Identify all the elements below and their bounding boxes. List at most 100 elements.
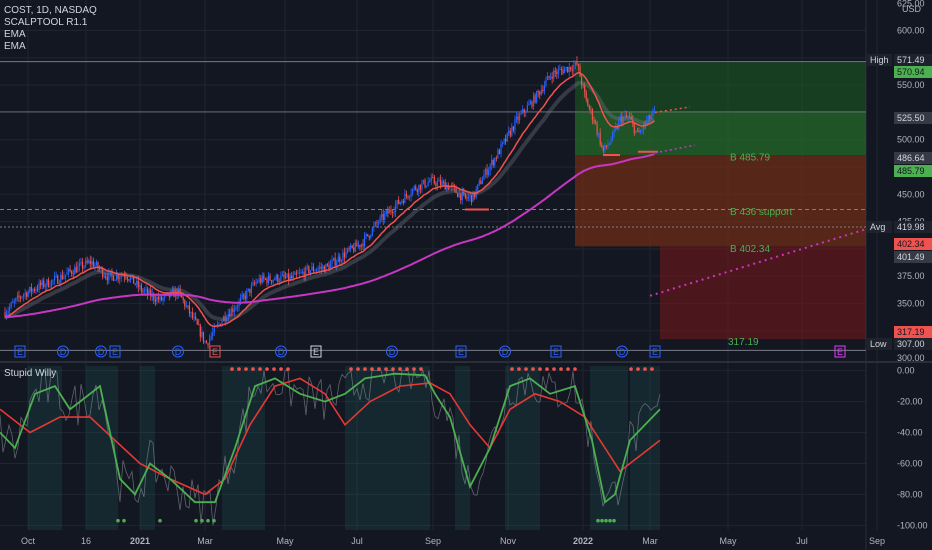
candle	[306, 266, 308, 268]
candle	[236, 306, 239, 308]
x-tick-label: 2022	[573, 536, 593, 546]
y-tick-label: 625.00	[897, 0, 925, 8]
candle	[646, 120, 648, 125]
candle	[150, 289, 152, 297]
legend-symbol[interactable]: COST, 1D, NASDAQ	[4, 5, 97, 16]
candle	[356, 242, 358, 247]
event-marker[interactable]: D	[499, 345, 511, 358]
x-tick-label: May	[276, 536, 294, 546]
candle	[41, 280, 43, 286]
candle	[515, 116, 518, 120]
event-marker[interactable]: E	[310, 345, 322, 358]
candle	[229, 313, 231, 317]
candle	[622, 117, 625, 124]
candle	[382, 214, 384, 220]
candle	[179, 288, 181, 294]
event-marker[interactable]: D	[95, 345, 107, 358]
oscillator-dot	[212, 518, 216, 523]
event-marker[interactable]: D	[386, 345, 398, 358]
event-marker[interactable]: E	[834, 345, 846, 358]
event-marker[interactable]: E	[14, 345, 26, 358]
candle	[463, 191, 465, 194]
candle	[612, 132, 614, 141]
event-marker[interactable]: D	[616, 345, 628, 358]
candle	[427, 182, 429, 186]
subpanel-title[interactable]: Stupid Willy	[4, 368, 57, 379]
projection-line	[649, 228, 867, 297]
candle	[103, 276, 105, 278]
candle	[532, 95, 535, 107]
candle	[289, 276, 291, 281]
event-marker[interactable]: D	[57, 345, 69, 358]
event-marker[interactable]: E	[550, 345, 562, 358]
oscillator-dot	[608, 518, 612, 523]
candle	[652, 110, 654, 116]
candle	[222, 316, 225, 322]
candle	[501, 142, 504, 145]
candle	[455, 187, 457, 194]
candle	[292, 274, 294, 278]
oscillator-dot	[244, 367, 248, 371]
candle	[599, 133, 601, 145]
candle	[563, 68, 566, 74]
candle	[278, 281, 280, 283]
event-marker-label: E	[652, 347, 658, 357]
price-tag-label-box	[866, 221, 892, 233]
candle	[494, 157, 496, 166]
candle	[478, 180, 480, 185]
legend-indicator-ema-1[interactable]: EMA	[4, 29, 26, 40]
legend-indicator-scalptool[interactable]: SCALPTOOL R1.1	[4, 17, 88, 28]
candle	[424, 179, 426, 187]
event-marker[interactable]: E	[109, 345, 121, 358]
candle	[47, 279, 49, 287]
candle	[556, 72, 558, 74]
event-marker-label: D	[98, 347, 105, 357]
event-marker[interactable]: E	[649, 345, 661, 358]
event-marker[interactable]: D	[275, 345, 287, 358]
candle	[550, 76, 552, 78]
candle	[601, 144, 603, 146]
candle	[9, 307, 11, 311]
projection-line	[654, 144, 696, 154]
price-lines	[0, 61, 866, 351]
candle	[350, 245, 352, 250]
event-marker[interactable]: D	[172, 345, 184, 358]
event-marker[interactable]: E	[209, 345, 221, 358]
candle	[195, 316, 197, 320]
candle	[36, 289, 39, 291]
candle	[309, 270, 311, 273]
legend-indicator-ema-2[interactable]: EMA	[4, 41, 26, 52]
price-tags: 571.49 High 570.94 525.50 486.64 485.79 419.98…	[866, 54, 932, 350]
candle	[525, 112, 527, 113]
oscillator-dot	[517, 367, 521, 371]
event-marker-circle	[616, 345, 628, 358]
candle	[312, 266, 315, 272]
oscillator-raw-line	[0, 369, 661, 526]
price-tag-value: 419.98	[897, 222, 925, 232]
candle	[122, 275, 124, 277]
candle	[235, 307, 237, 310]
candle	[164, 294, 166, 298]
candle	[368, 235, 370, 238]
candle	[272, 279, 274, 283]
candle	[447, 185, 449, 190]
candle	[67, 268, 70, 273]
candle	[201, 331, 203, 337]
x-tick-label: Mar	[197, 536, 213, 546]
price-tag-label-box	[866, 54, 892, 66]
stupid-willy-oscillator	[0, 366, 661, 530]
oscillator-dot	[265, 367, 269, 371]
candle	[596, 122, 598, 134]
candle	[467, 196, 470, 199]
candle	[60, 274, 62, 283]
projection-line	[654, 106, 691, 114]
event-marker[interactable]: E	[455, 345, 467, 358]
candle	[204, 341, 206, 342]
candle	[120, 275, 122, 278]
price-tag: 525.50	[894, 112, 932, 124]
price-tag-box	[894, 152, 932, 164]
x-tick-label: 16	[81, 536, 91, 546]
candle	[40, 282, 42, 286]
